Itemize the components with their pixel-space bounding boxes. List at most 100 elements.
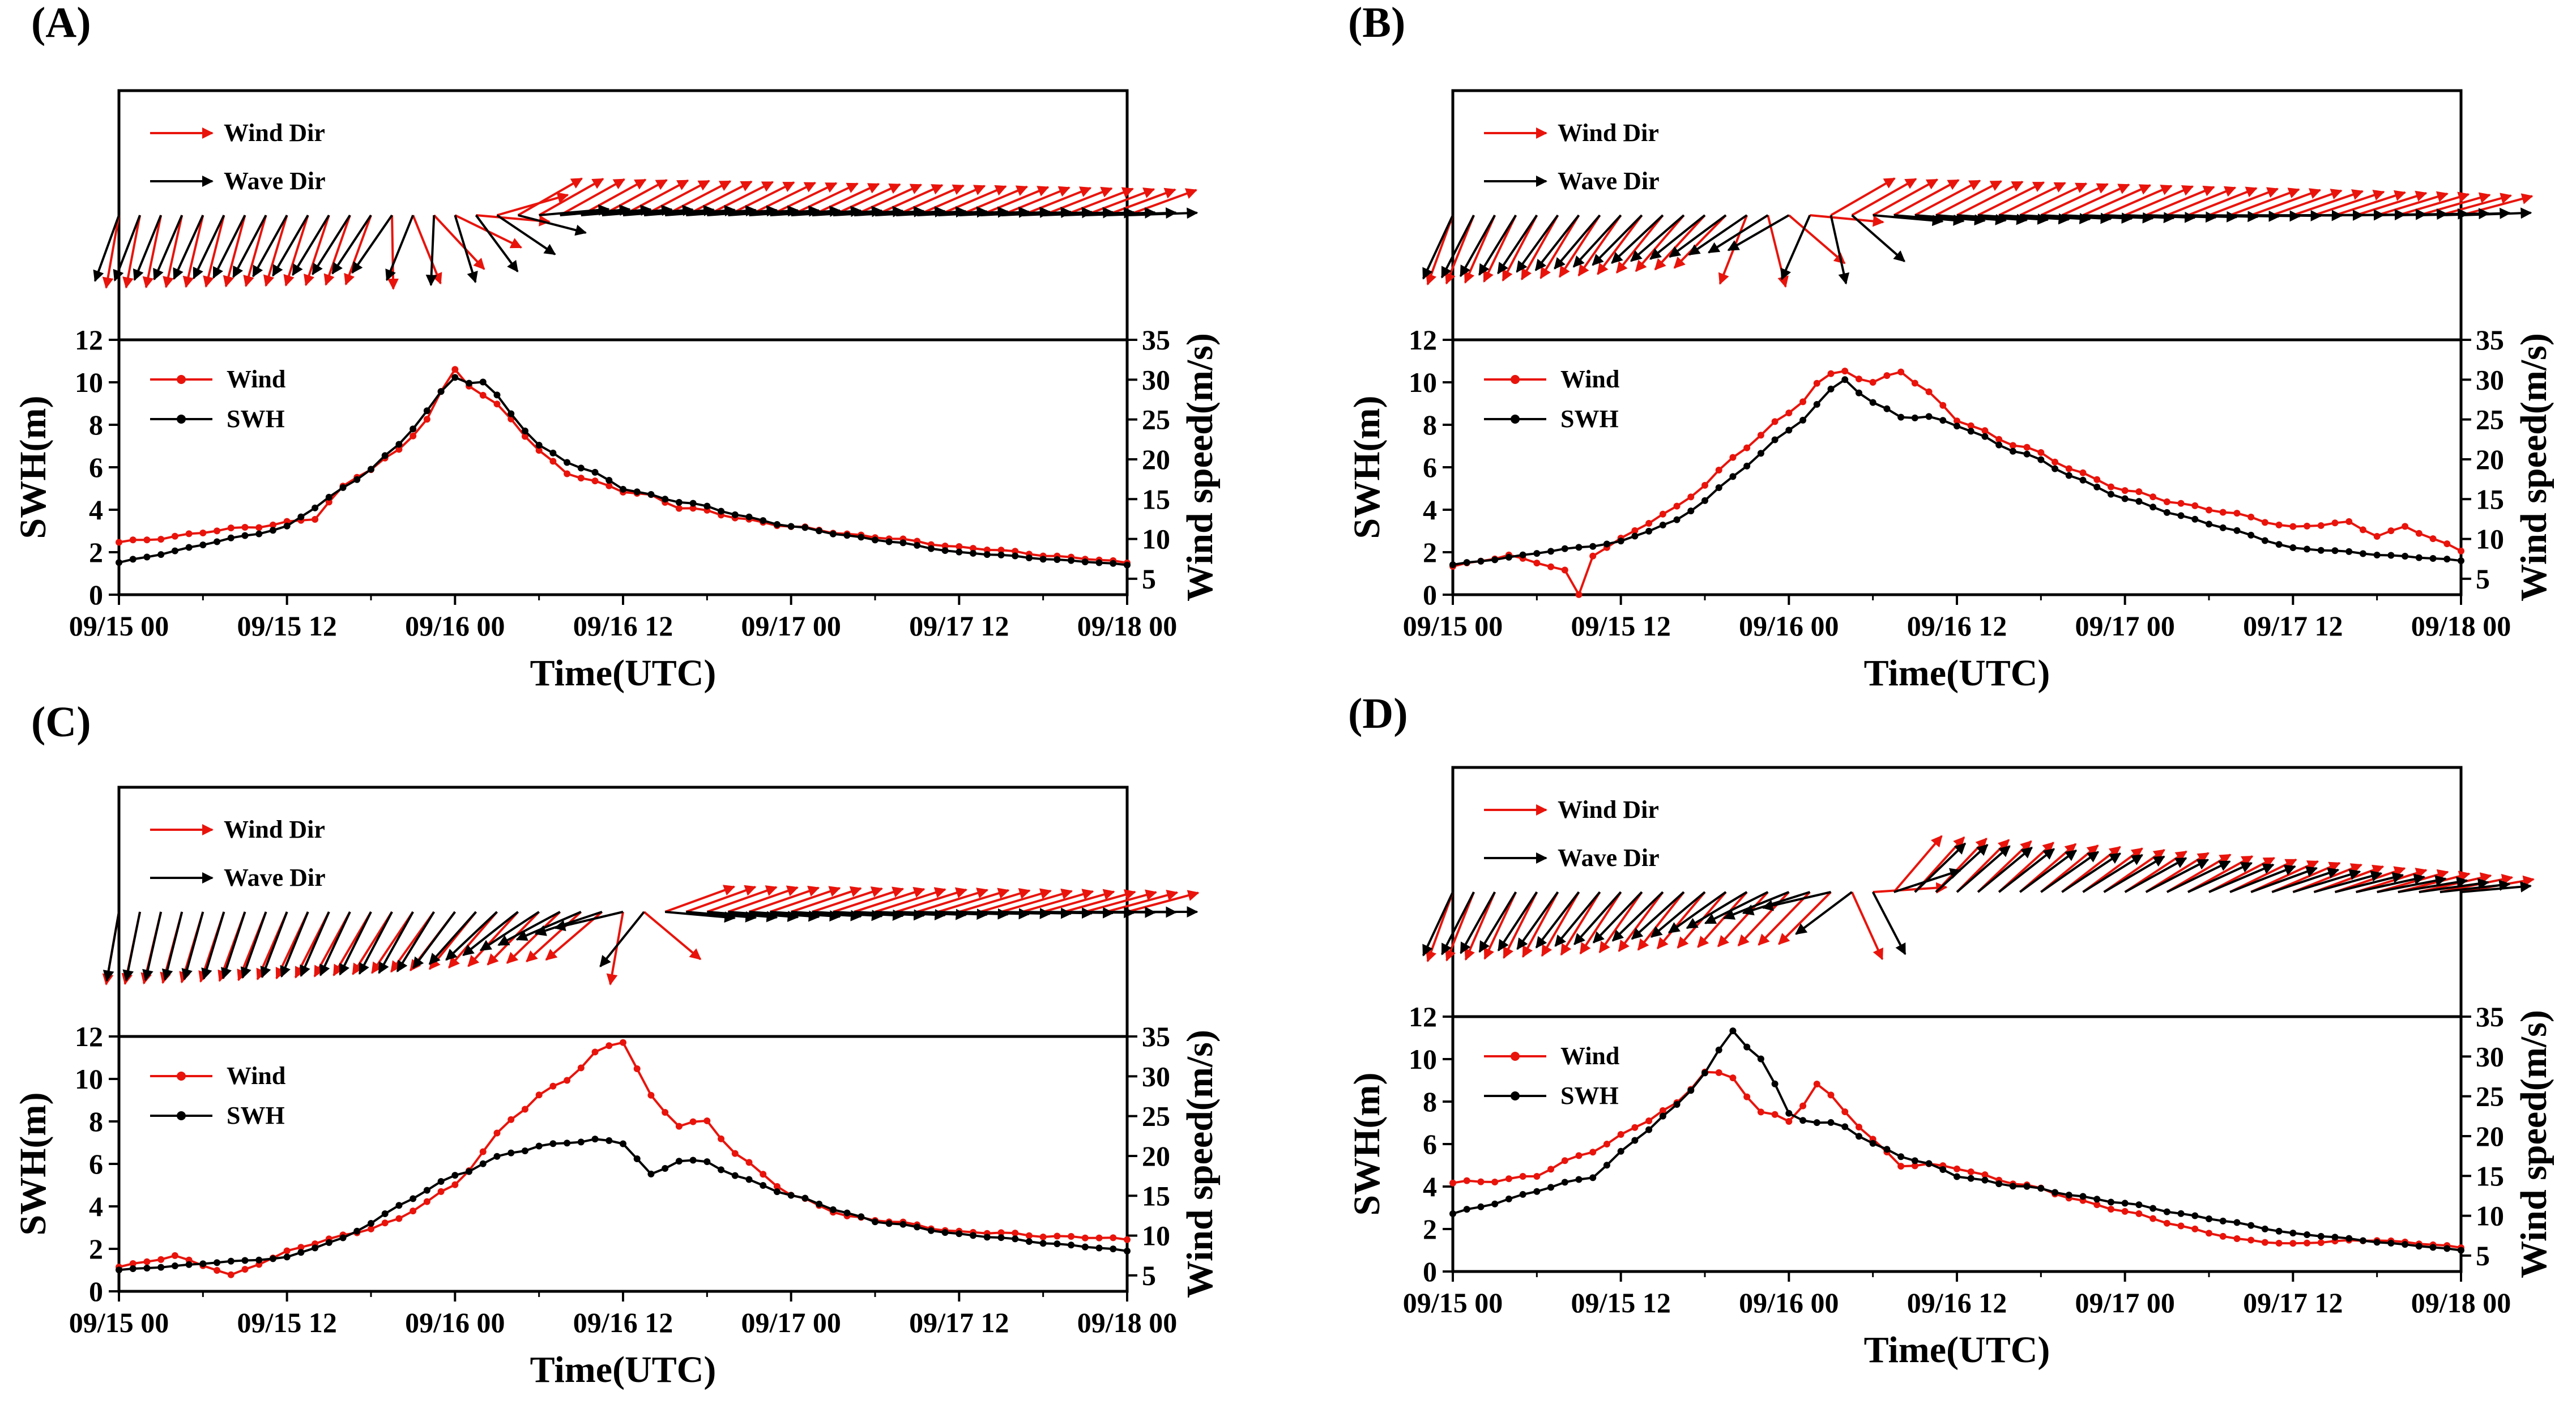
wind-series-point: [2121, 1208, 2129, 1215]
swh-series-point: [549, 1140, 557, 1147]
wave-dir-arrow: [539, 204, 610, 216]
wave-dir-arrow: [2250, 866, 2318, 893]
wind-dir-arrow: [102, 215, 120, 289]
x-tick-label: 09/15 00: [1403, 1287, 1503, 1319]
wave-dir-arrow: [553, 911, 624, 932]
swh-series-point: [2135, 1201, 2143, 1209]
swh-series-point: [2079, 476, 2087, 484]
wind-series-point: [1575, 1152, 1583, 1159]
swh-series-point: [2247, 1222, 2255, 1229]
wave-dir-arrow: [212, 215, 246, 279]
swh-series-point: [297, 513, 305, 520]
swh-series-point: [1757, 1055, 1764, 1063]
y-right-tick-label: 5: [2476, 563, 2490, 595]
swh-series-point: [1603, 540, 1610, 548]
y-right-tick-label: 30: [1142, 364, 1170, 395]
swh-series-point: [1841, 376, 1849, 383]
x-tick-label: 09/16 12: [573, 1307, 673, 1338]
swh-series-point: [1659, 1112, 1666, 1120]
wind-series-point: [1771, 418, 1779, 425]
wind-dir-arrow: [2250, 188, 2322, 216]
wind-series-point: [1631, 1124, 1639, 1131]
y-right-tick-label: 25: [1142, 404, 1170, 436]
wave-dir-arrow: [122, 911, 142, 982]
wind-series-point: [605, 482, 613, 489]
swh-series-point: [1645, 527, 1653, 535]
y-left-tick-label: 4: [1423, 1171, 1437, 1202]
y-right-tick-label: 25: [2476, 404, 2504, 436]
wave-dir-arrow: [2377, 875, 2447, 893]
wind-dir-arrow: [467, 911, 519, 967]
wave-dir-arrow: [161, 911, 184, 981]
swh-series-point: [2052, 1189, 2059, 1196]
wind-series-point: [381, 1219, 389, 1227]
wave-dir-arrow: [1592, 891, 1643, 944]
swh-series-point: [129, 1265, 137, 1272]
swh-series-point: [171, 1262, 178, 1270]
swh-series-point: [1715, 1046, 1722, 1053]
wave-dir-arrow: [1829, 215, 1850, 285]
wind-dir-arrow: [1850, 891, 1884, 961]
swh-series-point: [633, 1155, 641, 1163]
wind-series-point: [2149, 493, 2157, 501]
wind-dir-arrow: [937, 185, 1007, 216]
wind-dir-arrow: [2271, 189, 2343, 216]
wind-dir-arrow: [323, 215, 351, 286]
wave-dir-arrow: [479, 911, 540, 952]
wind-series-point: [1547, 1166, 1555, 1173]
wind-series-point: [1715, 466, 1722, 473]
wind-series-point: [662, 1108, 669, 1116]
wave-dir-arrow: [1611, 891, 1664, 942]
swh-series-point: [1757, 450, 1764, 457]
swh-series-point: [368, 1220, 374, 1227]
wave-dir-arrow: [2271, 868, 2340, 893]
swh-series-point: [423, 1187, 430, 1194]
swh-series-point: [1729, 1027, 1737, 1035]
swh-series-point: [2065, 472, 2072, 479]
swh-series-point: [2402, 1241, 2409, 1248]
wind-series-point: [1729, 1074, 1737, 1082]
wind-dir-arrow: [517, 177, 583, 216]
swh-series-point: [1785, 426, 1793, 434]
wind-series-point: [157, 1256, 165, 1263]
wind-dir-arrow: [2019, 182, 2088, 216]
wind-series-point: [605, 1042, 613, 1049]
wave-dir-arrow: [833, 909, 905, 921]
wave-dir-arrow: [2020, 212, 2091, 224]
swh-series-point: [410, 425, 417, 433]
wave-dir-arrow: [1762, 891, 1831, 911]
legend-swh-marker: [1511, 415, 1520, 424]
wind-dir-arrow: [937, 888, 1010, 913]
swh-series-point: [1124, 561, 1131, 569]
wind-series-point: [2261, 1239, 2268, 1246]
wind-series-point: [2317, 522, 2325, 529]
y-left-tick-label: 8: [1423, 409, 1437, 441]
wave-dir-arrow: [1478, 214, 1517, 276]
x-tick-label: 09/15 00: [69, 610, 169, 642]
wind-dir-arrow: [304, 215, 330, 287]
wave-dir-arrow: [602, 204, 673, 216]
x-tick-label: 09/16 00: [405, 1307, 505, 1338]
wind-dir-arrow: [1830, 177, 1896, 216]
swh-series-point: [829, 530, 837, 537]
y-left-tick-label: 4: [89, 1191, 103, 1222]
wind-series-point: [1110, 1234, 1117, 1241]
wind-series-point: [731, 1150, 739, 1157]
wind-series-point: [1659, 510, 1666, 518]
swh-series-point: [2107, 1198, 2114, 1206]
wind-series-point: [1995, 436, 2003, 443]
wave-dir-arrow: [252, 215, 288, 278]
swh-series-point: [493, 1153, 501, 1160]
wave-dir-arrow: [2082, 854, 2143, 893]
wind-dir-arrow: [2460, 193, 2534, 216]
wave-dir-arrow: [2040, 851, 2100, 893]
x-tick-label: 09/15 12: [1571, 610, 1670, 642]
wind-dir-arrow: [2292, 189, 2364, 216]
swh-series-point: [718, 1166, 725, 1174]
wind-series-point: [1841, 368, 1849, 375]
wind-series-point: [535, 447, 543, 454]
swh-series-point: [2443, 1245, 2451, 1252]
swh-series-point: [1883, 1146, 1891, 1153]
wind-dir-arrow: [243, 215, 267, 287]
swh-series-point: [1533, 550, 1541, 557]
